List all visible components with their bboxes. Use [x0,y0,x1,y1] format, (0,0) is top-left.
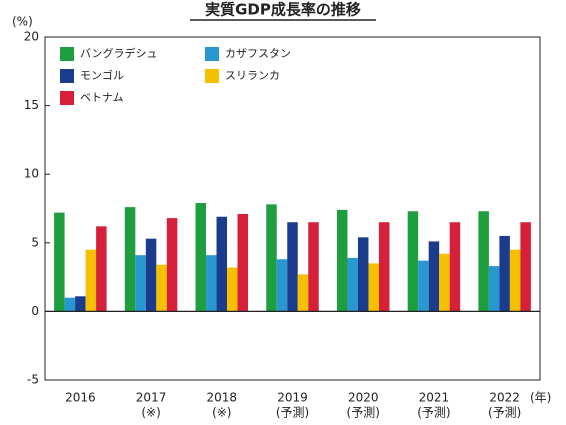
bar [206,255,217,312]
legend-swatch [60,47,74,61]
bar [418,260,429,312]
y-tick-label: 10 [24,167,39,181]
bar [227,267,238,312]
bar [357,237,369,312]
x-tick-note: (予測) [488,406,521,420]
bar [216,216,228,312]
bar [308,222,319,312]
x-tick-label: 2019 [277,391,308,405]
legend-swatch [60,69,74,83]
x-tick-note: (予測) [347,406,380,420]
legend-swatch [205,69,219,83]
bar [520,222,531,312]
bar [478,211,489,312]
plot-frame [44,36,541,381]
bar [145,238,157,312]
legend-label: ベトナム [80,91,124,104]
y-unit: (%) [12,15,33,29]
bar [135,255,146,312]
bar [378,222,390,312]
bar [439,253,450,312]
y-tick-label: 15 [24,98,39,112]
x-tick-label: 2018 [207,391,238,405]
legend-label: カザフスタン [225,47,291,60]
y-tick-label: -5 [27,373,39,387]
bar [64,297,76,312]
bar [124,207,136,312]
bar [336,209,348,312]
bar [85,249,97,312]
bar [287,222,298,312]
bar [166,218,178,312]
x-tick-note: (予測) [276,406,309,420]
y-tick-label: 0 [31,304,39,318]
bar [347,257,358,312]
bar [297,274,309,312]
chart-title: 実質GDP成長率の推移 [205,1,361,19]
legend-label: モンゴル [80,68,124,82]
bar [368,263,379,312]
bar [428,241,440,312]
legend-label: スリランカ [225,69,280,82]
bar [276,259,288,312]
bar [266,204,277,312]
bar [237,213,249,312]
x-unit: (年) [530,391,551,405]
bar [195,203,207,312]
x-tick-label: 2020 [348,391,379,405]
legend-label: バングラデシュ [80,46,158,60]
x-tick-note: (予測) [417,406,450,420]
y-tick-label: 5 [31,235,39,249]
bar [156,264,167,312]
bar [407,211,419,312]
bar [499,235,510,312]
x-tick-label: 2022 [489,391,520,405]
bar [509,249,521,312]
legend-swatch [60,91,74,105]
bar [75,296,86,312]
bar [96,226,107,312]
x-tick-label: 2017 [136,391,167,405]
x-tick-label: 2021 [419,391,450,405]
x-tick-label: 2016 [65,391,96,405]
x-tick-note: (※) [212,406,231,420]
bar [488,266,500,312]
bar [449,222,461,312]
x-tick-note: (※) [141,406,160,420]
legend-swatch [205,47,219,61]
y-tick-label: 20 [24,30,39,44]
bar [54,212,65,312]
